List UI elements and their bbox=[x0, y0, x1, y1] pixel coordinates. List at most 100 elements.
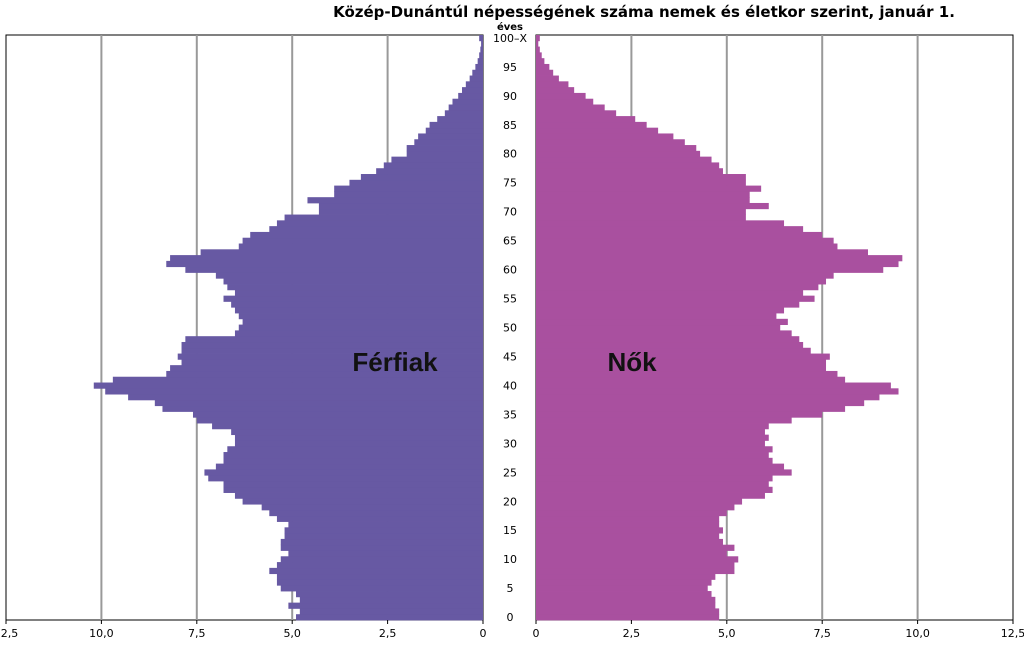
female-bar bbox=[536, 289, 804, 297]
female-bar bbox=[536, 243, 838, 250]
male-bar bbox=[234, 440, 483, 447]
female-bar bbox=[536, 179, 746, 186]
male-bar bbox=[479, 35, 483, 42]
male-bar bbox=[288, 602, 483, 609]
female-bar bbox=[536, 463, 785, 470]
age-tick-label: 85 bbox=[503, 119, 517, 132]
female-bar bbox=[536, 145, 697, 152]
male-bar bbox=[276, 515, 483, 522]
male-bar bbox=[349, 179, 483, 186]
female-bar bbox=[536, 255, 903, 262]
male-bar bbox=[284, 527, 483, 534]
male-bar bbox=[444, 110, 483, 117]
female-bar bbox=[536, 585, 708, 592]
age-tick-label: 10 bbox=[503, 553, 517, 566]
female-bar bbox=[536, 341, 804, 349]
male-bar bbox=[196, 417, 484, 424]
male-bar bbox=[429, 121, 483, 129]
female-tick-label: 5,0 bbox=[718, 627, 736, 640]
male-bar bbox=[276, 220, 483, 227]
male-bar bbox=[192, 411, 483, 418]
male-bar bbox=[383, 162, 483, 169]
female-bar bbox=[536, 394, 880, 401]
female-bar bbox=[536, 405, 846, 412]
female-bar bbox=[536, 602, 716, 609]
female-bar bbox=[536, 104, 605, 111]
male-bar bbox=[223, 480, 483, 488]
male-bar bbox=[223, 457, 483, 465]
female-bar bbox=[536, 231, 823, 239]
male-bar bbox=[425, 127, 483, 134]
female-bar bbox=[536, 399, 865, 407]
male-bar bbox=[261, 504, 483, 511]
male-bar bbox=[280, 556, 483, 563]
female-bar bbox=[536, 573, 716, 580]
male-bar bbox=[234, 330, 483, 337]
age-tick-label: 75 bbox=[503, 177, 517, 190]
female-bar bbox=[536, 614, 720, 621]
female-bar bbox=[536, 46, 540, 53]
female-bar bbox=[536, 475, 773, 482]
female-bar bbox=[536, 150, 701, 158]
male-bar bbox=[288, 521, 483, 528]
male-bar bbox=[238, 324, 483, 331]
age-tick-label: 45 bbox=[503, 350, 517, 363]
female-bar bbox=[536, 347, 811, 354]
age-tick-labels: 0 5 10 15 20 25 30 35 40 45 50 55 60 65 70 75 80 85 90 95 10… bbox=[493, 32, 527, 624]
male-bar bbox=[223, 295, 483, 302]
female-bar bbox=[536, 434, 769, 441]
female-bar bbox=[536, 75, 559, 82]
female-bar bbox=[536, 486, 773, 493]
female-tick-label: 0 bbox=[533, 627, 540, 640]
age-tick-label: 30 bbox=[503, 437, 517, 450]
female-bar bbox=[536, 266, 884, 273]
female-bar bbox=[536, 330, 792, 337]
male-tick-label: 5,0 bbox=[283, 627, 301, 640]
male-bar bbox=[181, 341, 483, 349]
male-bar bbox=[280, 538, 483, 546]
male-bar bbox=[276, 573, 483, 580]
female-bar bbox=[536, 87, 575, 94]
female-bar bbox=[536, 260, 899, 268]
male-bar bbox=[166, 370, 483, 378]
male-bar bbox=[481, 40, 483, 47]
male-bar bbox=[472, 69, 483, 76]
female-bar bbox=[536, 538, 723, 546]
female-bar bbox=[536, 388, 899, 395]
male-bar bbox=[414, 139, 483, 146]
female-tick-label: 2,5 bbox=[623, 627, 641, 640]
female-bar bbox=[536, 237, 834, 244]
female-bar bbox=[536, 446, 773, 453]
series-label-male: Férfiak bbox=[352, 347, 438, 377]
male-bar bbox=[469, 75, 483, 82]
age-tick-label: 0 bbox=[507, 611, 514, 624]
male-bar bbox=[234, 307, 483, 314]
male-bar bbox=[223, 452, 483, 459]
male-bar bbox=[215, 272, 483, 279]
female-bar bbox=[536, 469, 792, 476]
female-bar bbox=[536, 567, 735, 575]
male-bar bbox=[223, 278, 483, 285]
female-bar bbox=[536, 324, 781, 331]
female-bar bbox=[536, 40, 539, 47]
age-tick-label: 80 bbox=[503, 148, 517, 161]
female-bar bbox=[536, 307, 785, 314]
male-bars bbox=[93, 35, 484, 621]
female-bar bbox=[536, 272, 834, 279]
female-bar bbox=[536, 185, 762, 192]
female-x-ticks: 0 2,5 5,0 7,5 10,0 12,5 bbox=[533, 620, 1024, 640]
female-bar bbox=[536, 121, 647, 129]
female-bar bbox=[536, 139, 685, 146]
female-bar bbox=[536, 411, 823, 418]
male-bar bbox=[458, 92, 483, 100]
female-bar bbox=[536, 81, 569, 88]
male-bar bbox=[307, 197, 483, 204]
female-bar bbox=[536, 544, 735, 551]
male-x-ticks: 12,5 10,0 7,5 5,0 2,5 0 bbox=[0, 620, 487, 640]
female-bar bbox=[536, 423, 769, 430]
male-bar bbox=[231, 428, 483, 436]
female-bar bbox=[536, 509, 727, 517]
male-bar bbox=[185, 336, 484, 343]
female-bar bbox=[536, 562, 735, 569]
female-bar bbox=[536, 133, 674, 140]
